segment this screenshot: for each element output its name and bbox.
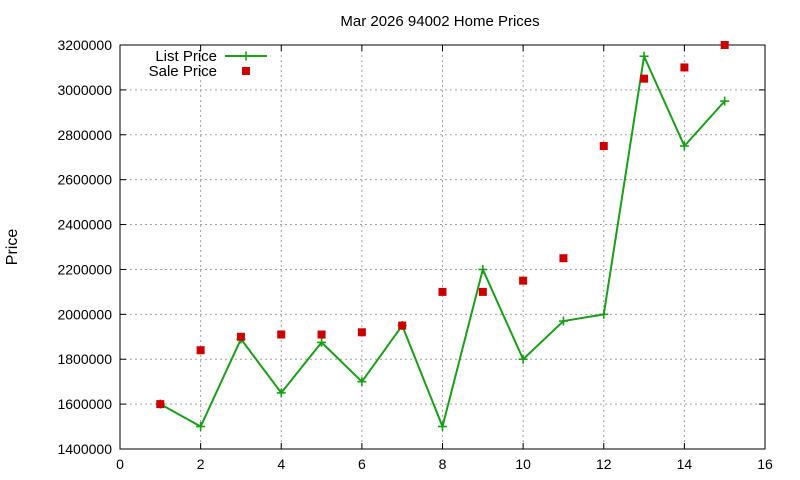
list-price-point <box>317 337 327 347</box>
x-tick-label: 2 <box>197 456 205 472</box>
sale-price-point <box>559 254 568 263</box>
axes: 0 2 4 6 8 10 12 14 16 1400000 1600000 1800000 200000… <box>57 37 773 472</box>
y-tick-label: 2600000 <box>57 172 112 188</box>
list-price-point <box>599 309 609 319</box>
sale-price-point <box>519 276 528 285</box>
sale-price-point <box>438 287 447 296</box>
list-price-point <box>518 354 528 364</box>
sale-price-point <box>317 330 326 339</box>
sale-price-point <box>720 41 729 49</box>
sale-price-point <box>599 142 608 150</box>
grid <box>120 45 765 449</box>
x-tick-label: 16 <box>757 456 773 472</box>
y-tick-label: 3200000 <box>57 37 112 53</box>
legend-swatch-marker <box>241 51 251 61</box>
sale-price-point <box>196 346 205 355</box>
y-tick-label: 2400000 <box>57 217 112 233</box>
list-price-point <box>276 388 286 398</box>
list-price-point <box>196 422 206 432</box>
list-price-point <box>438 422 447 432</box>
legend-label: Sale Price <box>149 63 217 80</box>
list-price-point <box>679 141 689 151</box>
y-tick-label: 2000000 <box>57 306 112 322</box>
legend-label: List Price <box>155 48 217 65</box>
legend-swatch-square <box>242 67 250 75</box>
x-tick-label: 4 <box>277 456 285 472</box>
list-price-point <box>639 51 649 61</box>
x-tick-label: 6 <box>358 456 366 472</box>
y-tick-label: 1600000 <box>57 396 112 412</box>
chart-title: Mar 2026 94002 Home Prices <box>340 13 539 30</box>
sale-price-point <box>680 63 689 72</box>
list-price-point <box>720 96 730 106</box>
y-tick-label: 1800000 <box>57 351 112 367</box>
sale-price-point <box>156 400 165 409</box>
x-tick-label: 0 <box>116 456 124 472</box>
x-tick-label: 14 <box>677 456 693 472</box>
y-tick-label: 2800000 <box>57 127 112 143</box>
y-tick-label: 3000000 <box>57 82 112 98</box>
sale-price-point <box>398 321 407 330</box>
list-price-point <box>558 316 568 326</box>
sale-price-point <box>357 328 366 337</box>
y-tick-label: 2200000 <box>57 261 112 277</box>
y-axis-label: Price <box>4 229 21 266</box>
y-tick-label: 1400000 <box>57 441 112 457</box>
list-price-point <box>357 377 367 387</box>
sale-price-point <box>277 330 286 339</box>
list-price-point <box>478 264 488 274</box>
sale-price-point <box>478 287 487 296</box>
x-tick-label: 10 <box>515 456 531 472</box>
series <box>155 41 730 432</box>
sale-price-point <box>236 332 245 341</box>
x-tick-label: 8 <box>439 456 447 472</box>
sale-price-point <box>640 74 649 83</box>
x-tick-label: 12 <box>596 456 612 472</box>
